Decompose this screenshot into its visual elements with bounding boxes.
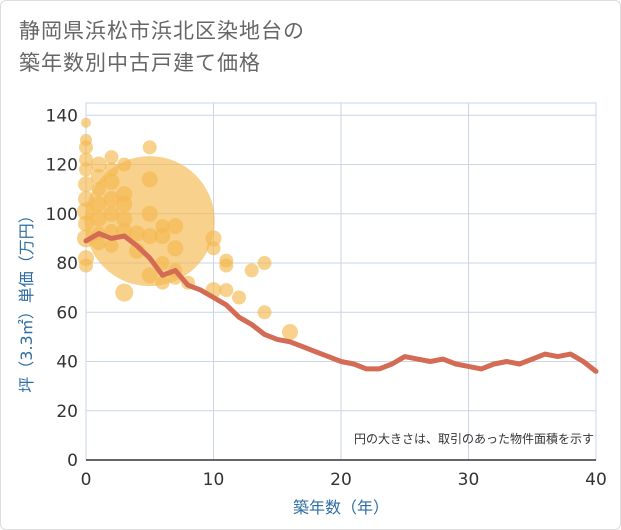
x-tick-label: 20: [330, 470, 352, 490]
bubble-point: [81, 117, 91, 128]
bubble-point: [219, 258, 234, 273]
bubble-point: [91, 236, 106, 251]
size-note: 円の大きさは、取引のあった物件面積を示す: [354, 431, 594, 446]
chart-title: 静岡県浜松市浜北区染地台の 築年数別中古戸建て価格: [19, 15, 305, 79]
y-tick-label: 100: [46, 205, 78, 225]
bubble-point: [205, 230, 222, 247]
bubble-point: [90, 168, 107, 185]
average-line: [83, 231, 599, 374]
x-axis-label: 築年数（年）: [293, 498, 389, 517]
bubble-point: [117, 157, 132, 172]
bubble-point: [103, 173, 120, 190]
bubble-point: [129, 225, 145, 242]
bubble-point: [141, 171, 158, 188]
bubble-point: [77, 202, 95, 221]
chart-title-line1: 静岡県浜松市浜北区染地台の: [19, 19, 305, 43]
average-price-line: [83, 231, 599, 374]
y-tick-label: 0: [67, 451, 78, 471]
x-tick-label: 0: [81, 470, 92, 490]
bubble-point: [78, 215, 94, 232]
bubble-point: [104, 150, 119, 165]
bubble-point: [79, 162, 93, 177]
y-tick-label: 120: [46, 156, 78, 176]
bubble-point: [232, 290, 246, 305]
bubble-point: [90, 156, 107, 173]
bubble-point: [103, 191, 120, 208]
bubble-point: [244, 263, 259, 278]
bubble-point: [104, 162, 119, 177]
tick-labels: 0 20 40 60 80 100 120 140 0 10 20 30 40: [46, 106, 607, 490]
x-tick-label: 40: [585, 470, 607, 490]
y-tick-label: 40: [56, 353, 78, 373]
bubble-point: [154, 227, 171, 244]
bubble-point: [103, 205, 120, 222]
bubble-point: [167, 240, 184, 257]
bubble-point: [219, 283, 234, 298]
bubble-point: [104, 238, 119, 253]
bubble-point: [116, 195, 133, 212]
bubble-point: [206, 241, 221, 256]
bubble-point: [115, 283, 134, 302]
y-tick-label: 60: [56, 303, 78, 323]
bubble-point: [282, 323, 298, 340]
bubble-point: [78, 191, 94, 208]
bubble-point: [90, 210, 107, 227]
bubble-point: [141, 205, 158, 222]
x-tick-label: 30: [458, 470, 480, 490]
bubble-point: [257, 256, 272, 271]
y-tick-label: 140: [46, 106, 78, 126]
bubble-point: [141, 227, 158, 244]
bubbles: [77, 117, 298, 340]
bubble-point: [141, 267, 158, 284]
bubble-point: [155, 275, 170, 290]
bubble-point: [79, 140, 93, 155]
y-tick-label: 80: [56, 254, 78, 274]
bubble-point: [257, 305, 272, 320]
bubble-point: [79, 258, 93, 273]
chart-title-line2: 築年数別中古戸建て価格: [19, 51, 261, 75]
bubble-point: [116, 210, 133, 227]
bubble-point: [78, 176, 94, 193]
bubble-point: [167, 218, 184, 235]
bubble-point: [90, 195, 107, 212]
bubble-point: [91, 182, 106, 197]
y-tick-label: 20: [56, 402, 78, 422]
bubble-point: [142, 140, 157, 155]
y-axis-label: 坪（3.3㎡）単価（万円）: [17, 207, 36, 392]
x-tick-label: 10: [203, 470, 225, 490]
bubble-point: [79, 152, 93, 167]
